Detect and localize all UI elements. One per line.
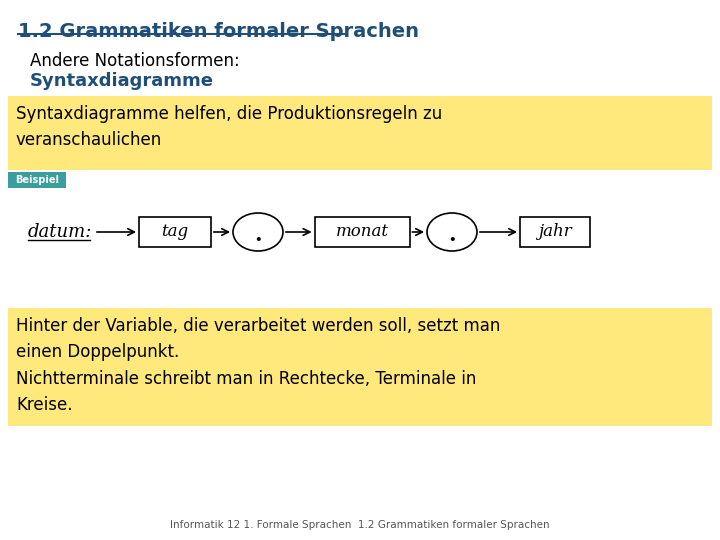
Text: monat: monat (336, 224, 389, 240)
Ellipse shape (233, 213, 283, 251)
FancyBboxPatch shape (139, 217, 211, 247)
Text: datum:: datum: (28, 223, 92, 241)
FancyBboxPatch shape (315, 217, 410, 247)
Text: .: . (448, 224, 456, 246)
FancyBboxPatch shape (8, 308, 712, 426)
FancyBboxPatch shape (8, 96, 712, 170)
Text: .: . (254, 224, 262, 246)
Text: tag: tag (161, 224, 189, 240)
Text: Syntaxdiagramme: Syntaxdiagramme (30, 72, 214, 90)
Ellipse shape (427, 213, 477, 251)
Text: 1.2 Grammatiken formaler Sprachen: 1.2 Grammatiken formaler Sprachen (18, 22, 419, 41)
Text: jahr: jahr (538, 224, 572, 240)
Text: Hinter der Variable, die verarbeitet werden soll, setzt man
einen Doppelpunkt.
N: Hinter der Variable, die verarbeitet wer… (16, 317, 500, 414)
Text: Beispiel: Beispiel (15, 175, 59, 185)
FancyBboxPatch shape (8, 172, 66, 188)
Text: Informatik 12 1. Formale Sprachen  1.2 Grammatiken formaler Sprachen: Informatik 12 1. Formale Sprachen 1.2 Gr… (170, 520, 550, 530)
FancyBboxPatch shape (520, 217, 590, 247)
Text: Andere Notationsformen:: Andere Notationsformen: (30, 52, 240, 70)
Text: Syntaxdiagramme helfen, die Produktionsregeln zu
veranschaulichen: Syntaxdiagramme helfen, die Produktionsr… (16, 105, 442, 148)
